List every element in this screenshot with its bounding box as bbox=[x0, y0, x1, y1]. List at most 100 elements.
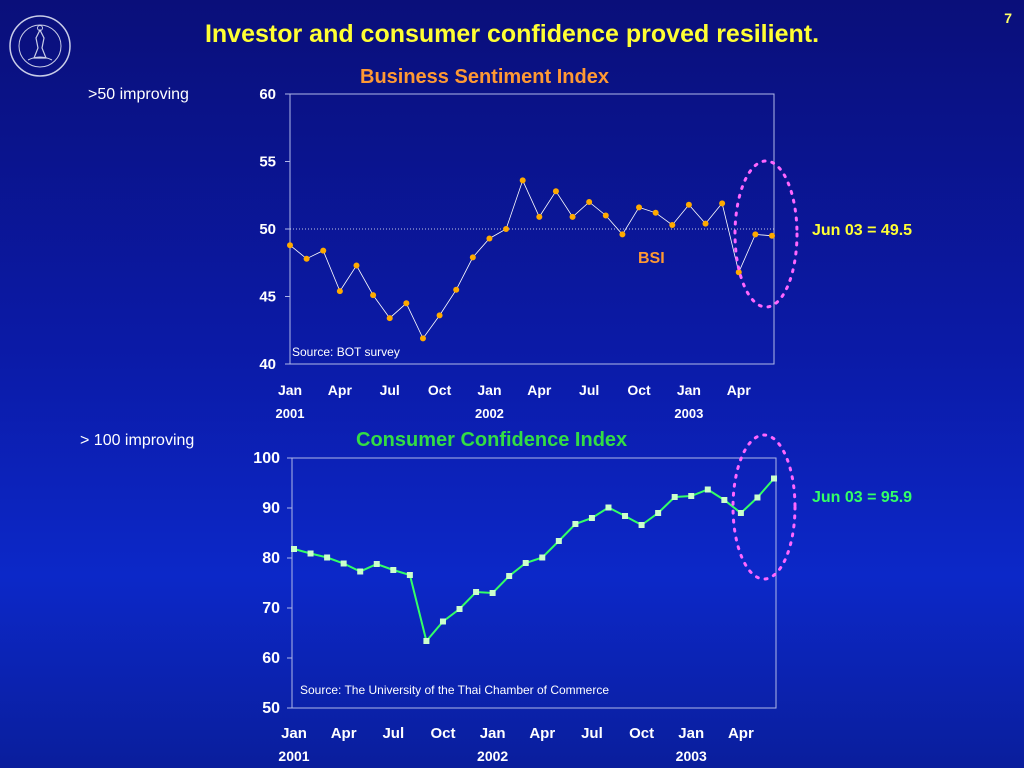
bsi-source-note: Source: BOT survey bbox=[292, 345, 400, 359]
bsi-data-point bbox=[719, 200, 726, 207]
cci-x-tick-month: Jan bbox=[480, 725, 506, 742]
bsi-data-point bbox=[336, 288, 343, 295]
cci-x-tick-month: Oct bbox=[430, 725, 455, 742]
cci-y-tick-label: 50 bbox=[262, 700, 280, 717]
cci-x-tick-month: Apr bbox=[529, 725, 555, 742]
cci-data-point bbox=[489, 590, 496, 596]
cci-data-point bbox=[539, 554, 546, 561]
cci-data-point bbox=[456, 606, 463, 612]
bsi-data-point bbox=[436, 312, 443, 319]
bsi-data-point bbox=[519, 177, 526, 184]
cci-y-tick-label: 100 bbox=[253, 450, 280, 467]
bsi-data-point bbox=[353, 262, 360, 269]
bsi-x-axis: Jan 2001 Apr Jul Oct Jan 2002 Apr Jul Oct Jan 2003 A… bbox=[276, 382, 752, 421]
bsi-x-tick-month: Jan bbox=[477, 382, 501, 398]
cci-data-point bbox=[754, 494, 761, 501]
bsi-data-point bbox=[735, 269, 742, 276]
bsi-data-point bbox=[287, 242, 293, 249]
bsi-x-tick-month: Apr bbox=[727, 382, 752, 398]
cci-x-tick-year: 2002 bbox=[477, 748, 508, 764]
cci-data-point bbox=[439, 618, 446, 625]
cci-x-tick-month: Jan bbox=[678, 725, 704, 742]
cci-data-point bbox=[655, 510, 662, 516]
bsi-jun03-annotation: Jun 03 = 49.5 bbox=[812, 222, 913, 239]
bsi-data-point bbox=[419, 335, 426, 342]
bsi-data-point bbox=[752, 231, 759, 238]
cci-data-point bbox=[522, 560, 529, 566]
cci-data-point bbox=[688, 493, 695, 499]
cci-data-point bbox=[324, 554, 331, 561]
bsi-data-point bbox=[503, 226, 510, 232]
bsi-x-tick-month: Jul bbox=[380, 382, 400, 398]
bsi-x-tick-month: Oct bbox=[428, 382, 452, 398]
cci-data-point bbox=[291, 546, 297, 552]
bsi-data-point bbox=[569, 213, 576, 220]
bsi-series-label: BSI bbox=[638, 250, 665, 267]
bsi-y-tick-label: 60 bbox=[259, 86, 276, 103]
bsi-data-point bbox=[652, 209, 659, 216]
bsi-y-tick-label: 40 bbox=[259, 356, 276, 373]
cci-data-point bbox=[605, 504, 612, 511]
cci-highlight-ellipse bbox=[731, 433, 797, 581]
cci-y-tick-label: 70 bbox=[262, 600, 280, 617]
cci-y-tick-label: 80 bbox=[262, 550, 280, 567]
bsi-data-point bbox=[469, 254, 476, 261]
cci-jun03-annotation: Jun 03 = 95.9 bbox=[812, 489, 913, 506]
cci-data-point bbox=[390, 567, 397, 573]
cci-improving-note: > 100 improving bbox=[80, 432, 195, 449]
bsi-data-point bbox=[702, 220, 709, 227]
slide-title: Investor and consumer confidence proved … bbox=[204, 20, 820, 48]
bsi-highlight-ellipse bbox=[733, 159, 799, 309]
page-number: 7 bbox=[1004, 10, 1012, 26]
cci-plot-frame bbox=[291, 457, 777, 709]
cci-x-tick-month: Jul bbox=[382, 725, 404, 742]
bsi-x-tick-month: Jul bbox=[579, 382, 599, 398]
bsi-x-tick-month: Jan bbox=[278, 382, 302, 398]
bsi-points bbox=[287, 177, 775, 342]
cci-data-point bbox=[357, 568, 364, 575]
bsi-x-tick-year: 2001 bbox=[276, 406, 305, 421]
cci-data-point bbox=[423, 638, 430, 644]
cci-data-point bbox=[572, 521, 579, 527]
bsi-data-point bbox=[303, 255, 310, 262]
cci-data-point bbox=[406, 572, 413, 578]
cci-x-tick-month: Oct bbox=[629, 725, 654, 742]
cci-data-point bbox=[340, 560, 347, 567]
bsi-data-point bbox=[669, 221, 676, 228]
bsi-data-point bbox=[453, 286, 460, 293]
cci-x-tick-year: 2003 bbox=[676, 748, 707, 764]
bank-of-thailand-seal-logo bbox=[9, 15, 71, 77]
cci-x-tick-month: Apr bbox=[331, 725, 357, 742]
bsi-x-tick-month: Oct bbox=[627, 382, 651, 398]
bsi-data-point bbox=[602, 212, 609, 219]
cci-chart-title: Consumer Confidence Index bbox=[356, 429, 628, 451]
cci-data-point bbox=[307, 550, 314, 557]
cci-data-point bbox=[721, 497, 728, 503]
cci-y-tick-label: 60 bbox=[262, 650, 280, 667]
cci-data-point bbox=[704, 486, 711, 493]
bsi-data-point bbox=[685, 201, 692, 208]
cci-y-axis: 100 90 80 70 60 50 bbox=[253, 450, 292, 717]
bsi-x-tick-year: 2003 bbox=[674, 406, 703, 421]
cci-data-point bbox=[737, 510, 744, 516]
cci-x-tick-month: Apr bbox=[728, 725, 754, 742]
cci-series-line bbox=[293, 477, 775, 644]
bsi-series-line bbox=[289, 179, 773, 340]
bsi-data-point bbox=[552, 188, 559, 195]
cci-x-tick-month: Jul bbox=[581, 725, 603, 742]
bsi-data-point bbox=[370, 292, 377, 299]
cci-x-tick-year: 2001 bbox=[278, 748, 309, 764]
bsi-x-tick-year: 2002 bbox=[475, 406, 504, 421]
cci-data-point bbox=[506, 573, 513, 579]
cci-data-point bbox=[588, 515, 595, 521]
bsi-chart-title: Business Sentiment Index bbox=[360, 66, 609, 88]
cci-data-point bbox=[638, 522, 645, 528]
bsi-x-tick-month: Apr bbox=[328, 382, 353, 398]
bsi-data-point bbox=[320, 247, 327, 254]
cci-points bbox=[291, 475, 777, 644]
cci-data-point bbox=[555, 538, 562, 544]
bsi-y-tick-label: 45 bbox=[259, 289, 276, 306]
bsi-x-tick-month: Jan bbox=[677, 382, 701, 398]
cci-data-point bbox=[671, 494, 678, 500]
